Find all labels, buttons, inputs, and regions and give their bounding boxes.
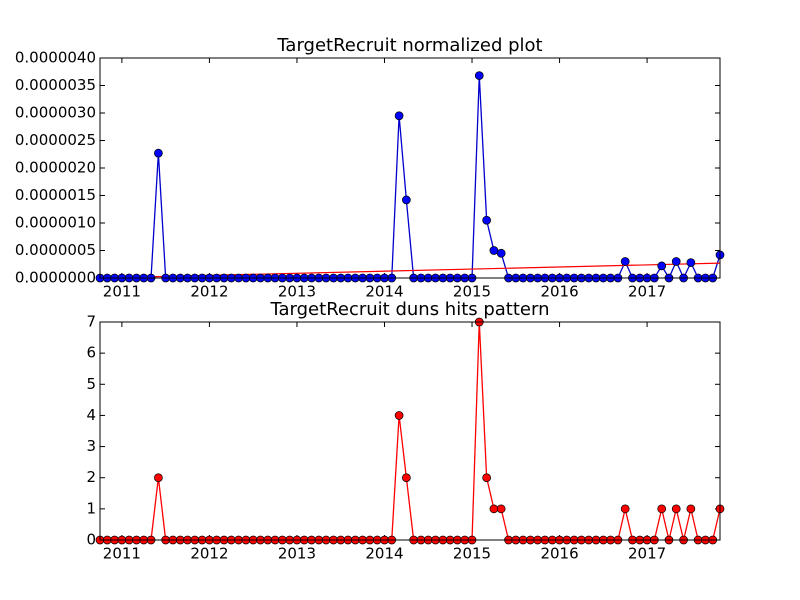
data-line [100,75,721,280]
y-tick-label: 0.0000030 [15,104,96,122]
y-tick-label: 3 [86,437,96,455]
x-tick-label: 2016 [540,283,578,301]
y-tick-label: 0.0000000 [15,269,96,287]
data-point [496,504,506,514]
data-point [402,195,411,205]
x-tick-label: 2016 [540,545,578,563]
plot-frame [99,321,721,541]
x-tick-label: 2014 [365,545,403,563]
data-point [489,504,499,514]
data-point [402,473,411,483]
y-tick-label: 1 [86,499,96,517]
data-point [482,215,491,225]
x-tick-label: 2011 [103,545,141,563]
data-point [620,504,630,514]
data-point [686,504,696,514]
y-tick-label: 0.0000015 [15,186,96,204]
y-tick-label: 0.0000035 [15,76,96,94]
x-tick-label: 2017 [628,283,666,301]
data-point [394,411,404,420]
y-tick-label: 7 [86,313,96,331]
data-point [482,473,491,483]
data-point [496,248,506,258]
y-tick-label: 0.0000025 [15,131,96,149]
x-tick-label: 2017 [628,545,666,563]
data-point [671,504,681,514]
chart-title: TargetRecruit normalized plot [276,35,542,56]
data-point [474,71,484,80]
data-point [394,111,404,121]
plot-frame [99,57,721,279]
x-tick-label: 2012 [190,283,228,301]
data-point [657,504,667,514]
data-point [489,246,499,255]
data-point [671,257,681,266]
y-tick-label: 0.0000020 [15,159,96,177]
y-tick-label: 5 [86,375,96,393]
data-point [657,261,667,271]
x-tick-label: 2015 [453,545,491,563]
x-tick-label: 2013 [278,545,316,563]
y-tick-label: 0.0000010 [15,214,96,232]
y-tick-label: 2 [86,468,96,486]
data-point [686,258,696,267]
y-tick-label: 6 [86,344,96,362]
x-tick-label: 2015 [453,283,491,301]
data-point [154,473,163,483]
x-tick-label: 2012 [190,545,228,563]
y-tick-label: 0.0000040 [15,49,96,67]
x-tick-label: 2013 [278,283,316,301]
y-tick-label: 4 [86,406,96,424]
x-tick-label: 2014 [365,283,403,301]
y-tick-label: 0.0000005 [15,241,96,259]
chart-title: TargetRecruit duns hits pattern [270,299,550,320]
x-tick-label: 2011 [103,283,141,301]
data-point [154,148,163,158]
data-point [620,257,630,266]
y-tick-label: 0 [86,531,96,549]
